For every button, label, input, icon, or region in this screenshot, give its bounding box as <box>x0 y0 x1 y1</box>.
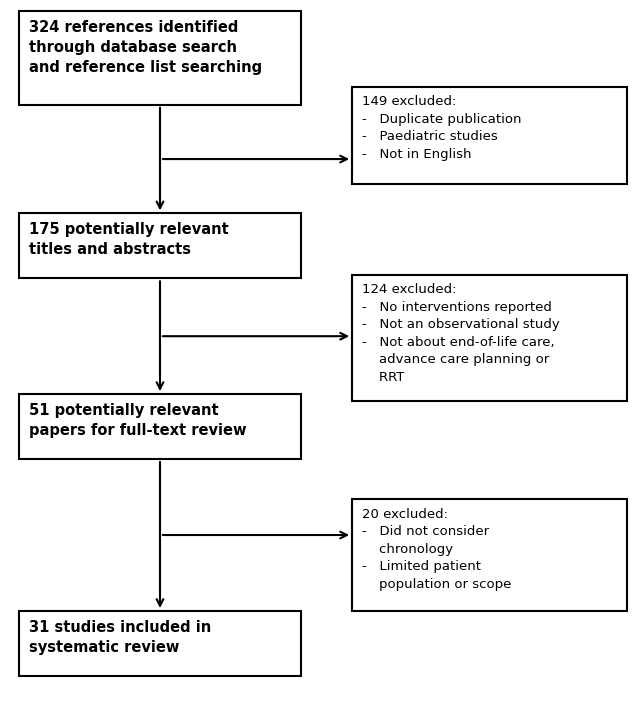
Text: 20 excluded:
-   Did not consider
    chronology
-   Limited patient
    populat: 20 excluded: - Did not consider chronolo… <box>362 508 511 591</box>
Text: 51 potentially relevant
papers for full-text review: 51 potentially relevant papers for full-… <box>29 403 246 438</box>
Bar <box>352 275 627 401</box>
Bar <box>19 11 301 105</box>
Text: 175 potentially relevant
titles and abstracts: 175 potentially relevant titles and abst… <box>29 222 228 257</box>
Text: 324 references identified
through database search
and reference list searching: 324 references identified through databa… <box>29 20 262 75</box>
Text: 124 excluded:
-   No interventions reported
-   Not an observational study
-   N: 124 excluded: - No interventions reporte… <box>362 283 559 384</box>
Bar <box>352 87 627 184</box>
Bar <box>19 213 301 278</box>
Text: 31 studies included in
systematic review: 31 studies included in systematic review <box>29 620 211 655</box>
Bar <box>352 499 627 611</box>
Bar <box>19 394 301 459</box>
Text: 149 excluded:
-   Duplicate publication
-   Paediatric studies
-   Not in Englis: 149 excluded: - Duplicate publication - … <box>362 95 521 161</box>
Bar <box>19 611 301 676</box>
